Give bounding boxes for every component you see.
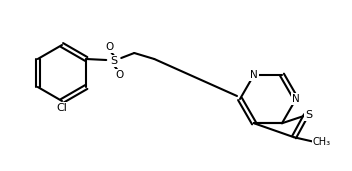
Text: O: O <box>115 70 123 80</box>
Text: N: N <box>250 70 258 80</box>
Text: N: N <box>292 94 300 104</box>
Text: S: S <box>111 56 118 66</box>
Text: CH₃: CH₃ <box>313 137 331 147</box>
Text: S: S <box>306 110 313 120</box>
Text: O: O <box>105 42 113 52</box>
Text: Cl: Cl <box>57 103 68 113</box>
